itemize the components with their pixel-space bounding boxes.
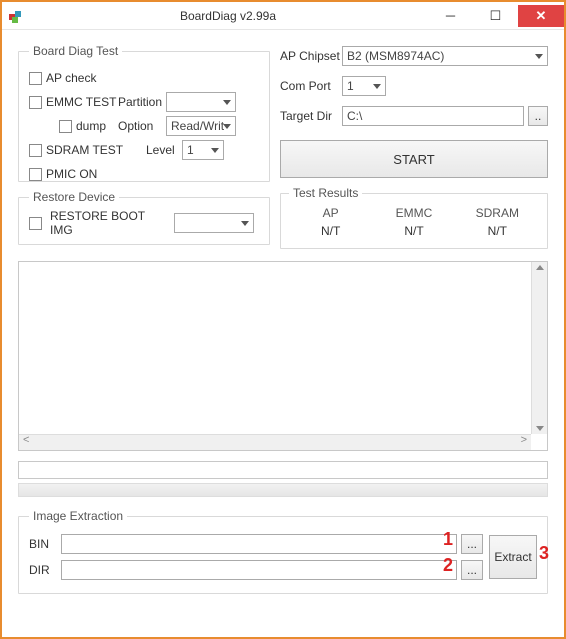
restore-device-group: Restore Device RESTORE BOOT IMG (18, 190, 270, 245)
ap-check-checkbox[interactable] (29, 72, 42, 85)
results-legend: Test Results (289, 186, 362, 200)
result-emmc: EMMC N/T (372, 206, 455, 238)
status-input[interactable] (18, 461, 548, 479)
pmic-on-label: PMIC ON (46, 167, 97, 181)
close-button[interactable]: ✕ (518, 5, 564, 27)
annotation-1: 1 (443, 529, 453, 550)
pmic-on-checkbox[interactable] (29, 168, 42, 181)
result-sdram-value: N/T (456, 224, 539, 238)
ap-chipset-select[interactable]: B2 (MSM8974AC) (342, 46, 548, 66)
result-sdram: SDRAM N/T (456, 206, 539, 238)
dir-label: DIR (29, 563, 57, 577)
level-select[interactable]: 1 (182, 140, 224, 160)
emmc-test-label: EMMC TEST (46, 95, 118, 109)
ap-chipset-label: AP Chipset (280, 49, 342, 63)
scrollbar-vertical[interactable] (531, 262, 547, 434)
target-dir-input[interactable]: C:\ (342, 106, 524, 126)
ap-check-label: AP check (46, 71, 96, 85)
log-textarea[interactable] (18, 261, 548, 451)
image-extraction-group: Image Extraction BIN ... DIR ... Extract… (18, 509, 548, 594)
board-diag-test-group: Board Diag Test AP check EMMC TEST Parti… (18, 44, 270, 182)
dir-browse-button[interactable]: ... (461, 560, 483, 580)
partition-select[interactable] (166, 92, 236, 112)
com-port-label: Com Port (280, 79, 342, 93)
dump-label: dump (76, 119, 118, 133)
restore-boot-img-label: RESTORE BOOT IMG (50, 209, 170, 237)
extraction-legend: Image Extraction (29, 509, 127, 523)
restore-select[interactable] (174, 213, 254, 233)
window-controls: ─ ☐ ✕ (428, 5, 564, 27)
sdram-test-label: SDRAM TEST (46, 143, 146, 157)
minimize-button[interactable]: ─ (428, 5, 473, 27)
level-label: Level (146, 143, 182, 157)
target-dir-label: Target Dir (280, 109, 342, 123)
content: Board Diag Test AP check EMMC TEST Parti… (2, 30, 564, 608)
result-emmc-header: EMMC (372, 206, 455, 220)
result-ap: AP N/T (289, 206, 372, 238)
progress-bar (18, 483, 548, 497)
option-label: Option (118, 119, 166, 133)
result-sdram-header: SDRAM (456, 206, 539, 220)
restore-legend: Restore Device (29, 190, 119, 204)
annotation-3: 3 (539, 543, 549, 564)
app-icon (8, 8, 24, 24)
sdram-test-checkbox[interactable] (29, 144, 42, 157)
titlebar: BoardDiag v2.99a ─ ☐ ✕ (2, 2, 564, 30)
scrollbar-horizontal[interactable] (19, 434, 531, 450)
maximize-button[interactable]: ☐ (473, 5, 518, 27)
result-emmc-value: N/T (372, 224, 455, 238)
test-results-group: Test Results AP N/T EMMC N/T SDRAM N/T (280, 186, 548, 249)
partition-label: Partition (118, 95, 166, 109)
target-dir-browse-button[interactable]: .. (528, 106, 548, 126)
bin-input[interactable] (61, 534, 457, 554)
emmc-test-checkbox[interactable] (29, 96, 42, 109)
bin-label: BIN (29, 537, 57, 551)
extract-button[interactable]: Extract (489, 535, 537, 579)
annotation-2: 2 (443, 555, 453, 576)
result-ap-value: N/T (289, 224, 372, 238)
restore-boot-img-checkbox[interactable] (29, 217, 42, 230)
board-diag-legend: Board Diag Test (29, 44, 122, 58)
dir-input[interactable] (61, 560, 457, 580)
dump-checkbox[interactable] (59, 120, 72, 133)
window-title: BoardDiag v2.99a (28, 9, 428, 23)
com-port-select[interactable]: 1 (342, 76, 386, 96)
result-ap-header: AP (289, 206, 372, 220)
bin-browse-button[interactable]: ... (461, 534, 483, 554)
start-button[interactable]: START (280, 140, 548, 178)
option-select[interactable]: Read/Writ (166, 116, 236, 136)
